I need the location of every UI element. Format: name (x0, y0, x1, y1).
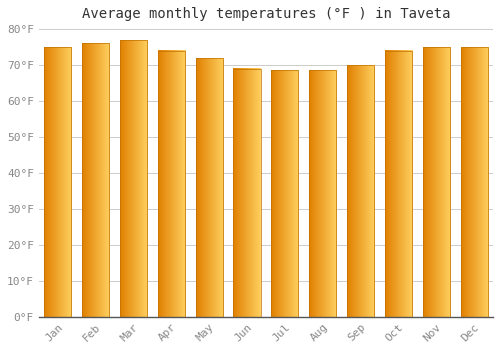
Title: Average monthly temperatures (°F ) in Taveta: Average monthly temperatures (°F ) in Ta… (82, 7, 450, 21)
Bar (385, 51, 412, 317)
Bar (422, 47, 450, 317)
Bar (309, 70, 336, 317)
Bar (196, 58, 223, 317)
Bar (234, 69, 260, 317)
Bar (82, 43, 109, 317)
Bar (347, 65, 374, 317)
Bar (120, 40, 147, 317)
Bar (44, 47, 72, 317)
Bar (271, 70, 298, 317)
Bar (158, 51, 185, 317)
Bar (460, 47, 488, 317)
